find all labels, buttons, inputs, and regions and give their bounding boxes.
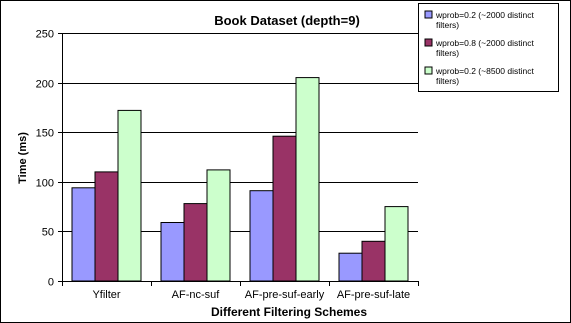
legend-label: wprob=0.2 (~2000 distinct filters) (435, 10, 534, 30)
y-axis: 0 50 100 150 200 250 (36, 29, 63, 289)
legend-swatch (424, 38, 433, 47)
x-tick-label: AF-pre-suf-late (337, 289, 410, 301)
bar (384, 206, 409, 282)
bar (71, 187, 96, 282)
y-tick-label: 250 (36, 29, 54, 41)
legend-label: wprob=0.8 (~2000 distinct filters) (435, 38, 534, 58)
bar (249, 190, 274, 282)
y-tick-label: 200 (36, 79, 54, 91)
bar (117, 109, 142, 282)
legend-box (418, 3, 559, 92)
bar (160, 222, 185, 282)
y-tick-label: 150 (36, 128, 54, 140)
y-tick-label: 0 (48, 277, 54, 289)
bar (295, 77, 320, 282)
bar (338, 252, 363, 282)
y-axis-label: Time (ms) (17, 132, 29, 184)
bar (272, 135, 297, 282)
bars (71, 77, 409, 282)
x-axis-label: Different Filtering Schemes (211, 305, 367, 319)
bar (94, 171, 119, 282)
x-tick-label: Yfilter (92, 289, 120, 301)
legend-swatch (424, 10, 433, 19)
bar (361, 240, 386, 282)
chart-title: Book Dataset (depth=9) (214, 13, 360, 28)
legend: wprob=0.2 (~2000 distinct filters) wprob=0… (418, 3, 559, 92)
x-axis: Yfilter AF-nc-suf AF-pre-suf-early AF-pre-s… (62, 281, 419, 301)
legend-swatch (424, 66, 433, 75)
x-tick-label: AF-pre-suf-early (245, 289, 325, 301)
plot-area: 0 50 100 150 200 250 Yfilter AF-nc-suf AF-pre-s… (36, 29, 419, 301)
bar (206, 169, 231, 282)
bar (183, 203, 208, 282)
x-tick-label: AF-nc-suf (172, 289, 221, 301)
y-tick-label: 50 (42, 227, 54, 239)
legend-label: wprob=0.2 (~8500 distinct filters) (435, 66, 534, 86)
y-tick-label: 100 (36, 178, 54, 190)
